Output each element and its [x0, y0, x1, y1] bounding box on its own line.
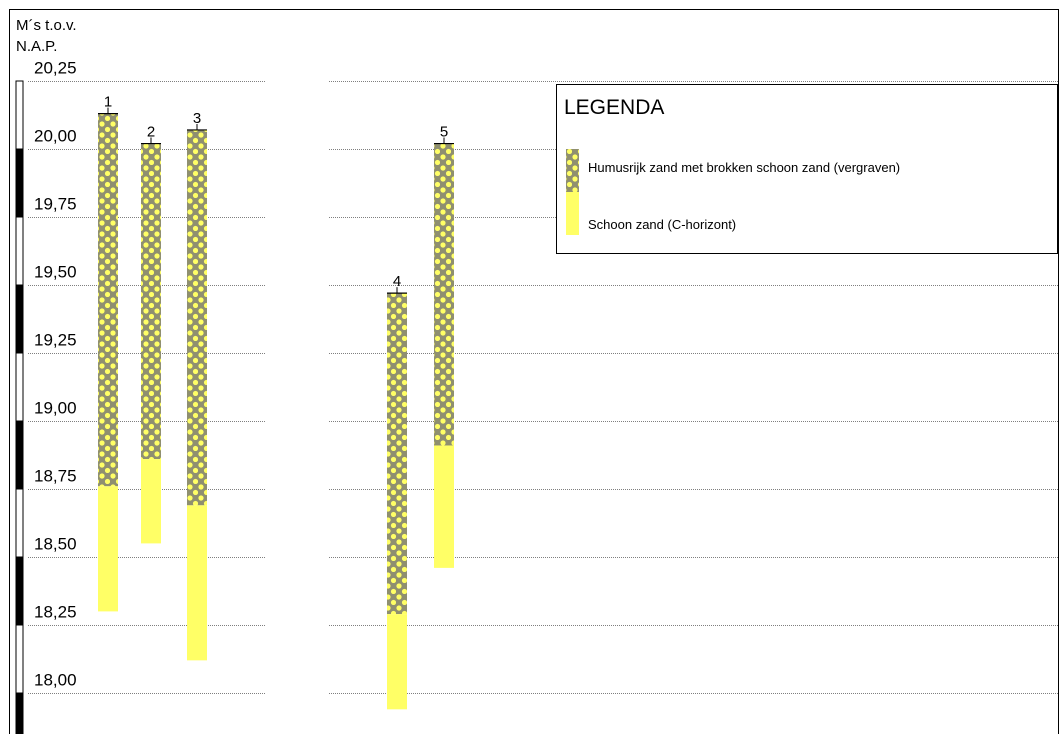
legend: LEGENDA Humusrijk zand met brokken schoo…: [556, 84, 1058, 254]
axis-title-line2: N.A.P.: [16, 38, 57, 55]
scale-segment: [15, 420, 24, 490]
level-label: 18,75: [34, 467, 77, 486]
scale-segment: [15, 80, 24, 150]
scale-segment: [15, 488, 24, 558]
level-labels: 20,25 20,00 19,75 19,50 19,25 19,00 18,75 18,50…: [34, 59, 77, 690]
scale-segment: [15, 284, 24, 354]
legend-label-humus: Humusrijk zand met brokken schoon zand (…: [588, 160, 900, 175]
scale-segment: [15, 624, 24, 694]
borehole-label: 3: [193, 110, 201, 127]
layer-humus: [387, 293, 407, 615]
legend-label-clean: Schoon zand (C-horizont): [588, 217, 736, 232]
borehole-label: 5: [440, 124, 448, 141]
layer-humus: [187, 129, 207, 506]
boreholes: 1 2 3 4 5: [98, 94, 454, 710]
layer-clean: [434, 445, 454, 568]
scale-segment: [15, 556, 24, 626]
layer-clean: [387, 614, 407, 710]
scale-segment: [15, 352, 24, 422]
layer-humus: [98, 113, 118, 487]
layer-clean: [187, 505, 207, 661]
borehole-5: 5: [434, 124, 454, 568]
borehole-label: 4: [393, 273, 401, 290]
scale-segment: [15, 692, 24, 734]
legend-box: [556, 84, 1058, 254]
axis-title-line1: M´s t.o.v.: [16, 17, 77, 34]
layer-humus: [141, 143, 161, 460]
borehole-2: 2: [141, 124, 161, 544]
borehole-1: 1: [98, 94, 118, 612]
level-label: 18,50: [34, 535, 77, 554]
layer-clean: [98, 486, 118, 612]
level-label: 19,75: [34, 195, 77, 214]
borehole-3: 3: [187, 110, 207, 661]
borehole-label: 2: [147, 124, 155, 141]
level-label: 19,00: [34, 399, 77, 418]
layer-humus: [434, 143, 454, 446]
legend-swatch-humus: [566, 149, 579, 192]
layer-clean: [141, 459, 161, 544]
level-label: 18,00: [34, 671, 77, 690]
level-label: 18,25: [34, 603, 77, 622]
scale-segment: [15, 148, 24, 218]
level-label: 19,25: [34, 331, 77, 350]
level-label: 20,25: [34, 59, 77, 78]
depth-scale-bar: [15, 80, 24, 734]
legend-title: LEGENDA: [564, 96, 664, 119]
borehole-label: 1: [104, 94, 112, 111]
level-label: 19,50: [34, 263, 77, 282]
level-label: 20,00: [34, 127, 77, 146]
scale-segment: [15, 216, 24, 286]
borehole-4: 4: [387, 273, 407, 710]
legend-swatch-clean: [566, 192, 579, 235]
